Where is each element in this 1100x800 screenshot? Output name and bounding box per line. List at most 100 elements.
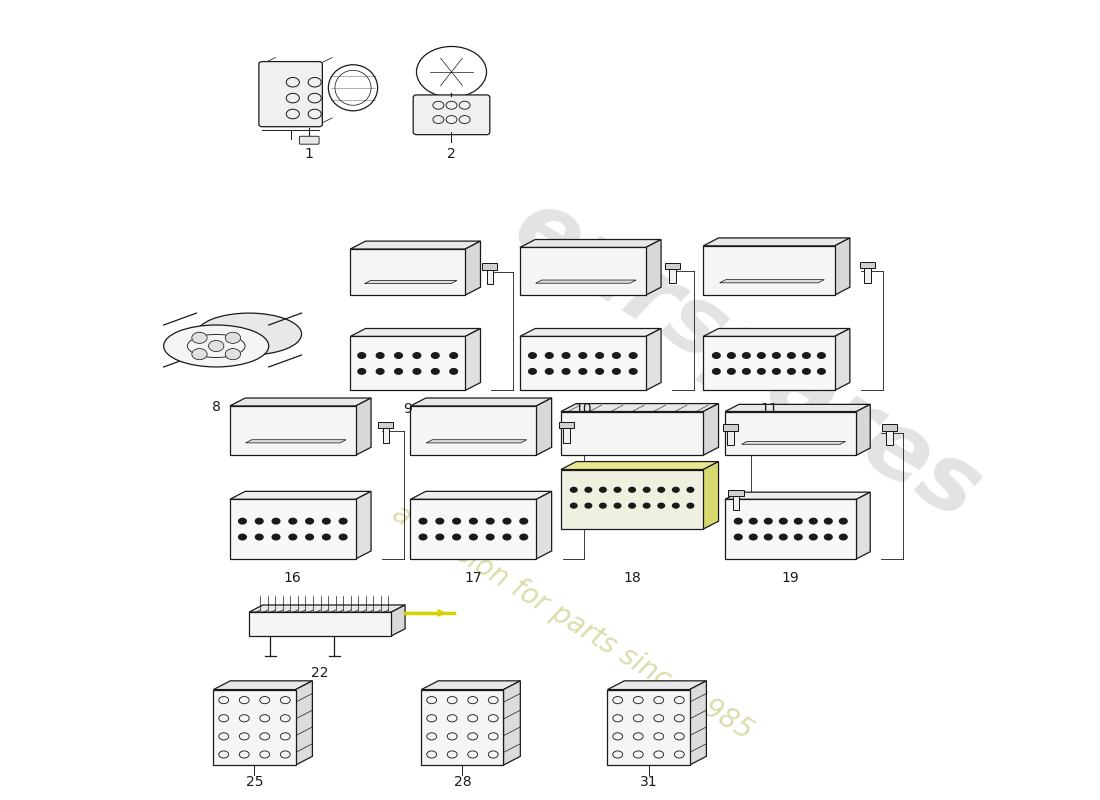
Polygon shape	[725, 411, 857, 455]
Circle shape	[788, 369, 795, 374]
FancyBboxPatch shape	[299, 136, 319, 144]
Polygon shape	[465, 329, 481, 390]
Circle shape	[453, 534, 461, 540]
Polygon shape	[426, 440, 527, 443]
Circle shape	[358, 369, 365, 374]
Polygon shape	[703, 337, 835, 390]
Polygon shape	[520, 337, 646, 390]
Circle shape	[191, 349, 207, 360]
Polygon shape	[245, 440, 346, 443]
Polygon shape	[355, 398, 371, 455]
Polygon shape	[465, 241, 481, 295]
Polygon shape	[350, 337, 465, 390]
Circle shape	[470, 518, 477, 524]
Circle shape	[713, 369, 721, 374]
Polygon shape	[559, 422, 574, 428]
Text: 31: 31	[640, 775, 658, 789]
Polygon shape	[703, 462, 718, 529]
Circle shape	[764, 534, 772, 540]
Circle shape	[713, 353, 721, 358]
Circle shape	[788, 353, 795, 358]
Polygon shape	[835, 329, 850, 390]
Circle shape	[825, 534, 832, 540]
Circle shape	[453, 518, 461, 524]
Circle shape	[562, 369, 570, 374]
Circle shape	[772, 369, 780, 374]
Polygon shape	[410, 406, 537, 455]
Polygon shape	[664, 262, 680, 269]
Polygon shape	[646, 329, 661, 390]
Circle shape	[376, 353, 384, 358]
Circle shape	[255, 518, 263, 524]
Polygon shape	[520, 329, 661, 337]
Circle shape	[339, 534, 346, 540]
Circle shape	[742, 353, 750, 358]
Polygon shape	[646, 239, 661, 295]
Text: 17: 17	[464, 571, 482, 585]
Circle shape	[810, 534, 817, 540]
Polygon shape	[410, 491, 551, 499]
Text: 22: 22	[311, 666, 329, 680]
Polygon shape	[350, 241, 481, 249]
Circle shape	[503, 518, 510, 524]
Polygon shape	[857, 492, 870, 559]
Circle shape	[658, 503, 664, 508]
Polygon shape	[383, 428, 389, 442]
Ellipse shape	[164, 325, 268, 367]
Circle shape	[780, 534, 788, 540]
Circle shape	[727, 353, 735, 358]
Polygon shape	[486, 270, 493, 284]
Circle shape	[772, 353, 780, 358]
Circle shape	[749, 518, 757, 524]
Circle shape	[727, 369, 735, 374]
Circle shape	[614, 487, 620, 492]
Polygon shape	[230, 406, 355, 455]
Polygon shape	[350, 249, 465, 295]
Circle shape	[614, 503, 620, 508]
Polygon shape	[857, 404, 870, 455]
Circle shape	[825, 518, 832, 524]
Polygon shape	[230, 499, 355, 559]
Circle shape	[272, 518, 279, 524]
Circle shape	[436, 534, 443, 540]
Circle shape	[486, 518, 494, 524]
Polygon shape	[835, 238, 850, 295]
Polygon shape	[725, 492, 870, 499]
Polygon shape	[865, 268, 871, 282]
Circle shape	[658, 487, 664, 492]
Circle shape	[839, 518, 847, 524]
Circle shape	[520, 534, 528, 540]
Polygon shape	[410, 398, 551, 406]
Polygon shape	[669, 269, 675, 283]
Circle shape	[419, 518, 427, 524]
Circle shape	[672, 487, 679, 492]
Circle shape	[629, 369, 637, 374]
Polygon shape	[561, 411, 703, 455]
Polygon shape	[725, 404, 870, 411]
Polygon shape	[213, 690, 296, 765]
Circle shape	[358, 353, 365, 358]
Circle shape	[431, 369, 439, 374]
Polygon shape	[607, 681, 706, 690]
Polygon shape	[733, 496, 739, 510]
Polygon shape	[230, 491, 371, 499]
Polygon shape	[607, 690, 690, 765]
Circle shape	[450, 353, 458, 358]
Circle shape	[817, 369, 825, 374]
Circle shape	[209, 341, 224, 351]
Polygon shape	[249, 605, 405, 612]
Circle shape	[596, 369, 604, 374]
Circle shape	[803, 353, 811, 358]
Ellipse shape	[197, 313, 301, 355]
Circle shape	[735, 534, 743, 540]
Circle shape	[794, 534, 802, 540]
Polygon shape	[728, 490, 744, 496]
Circle shape	[322, 518, 330, 524]
Circle shape	[735, 518, 743, 524]
Text: 28: 28	[453, 775, 471, 789]
Circle shape	[395, 353, 403, 358]
Polygon shape	[703, 403, 718, 455]
Text: 2: 2	[447, 147, 455, 162]
Circle shape	[436, 518, 443, 524]
Circle shape	[306, 518, 313, 524]
